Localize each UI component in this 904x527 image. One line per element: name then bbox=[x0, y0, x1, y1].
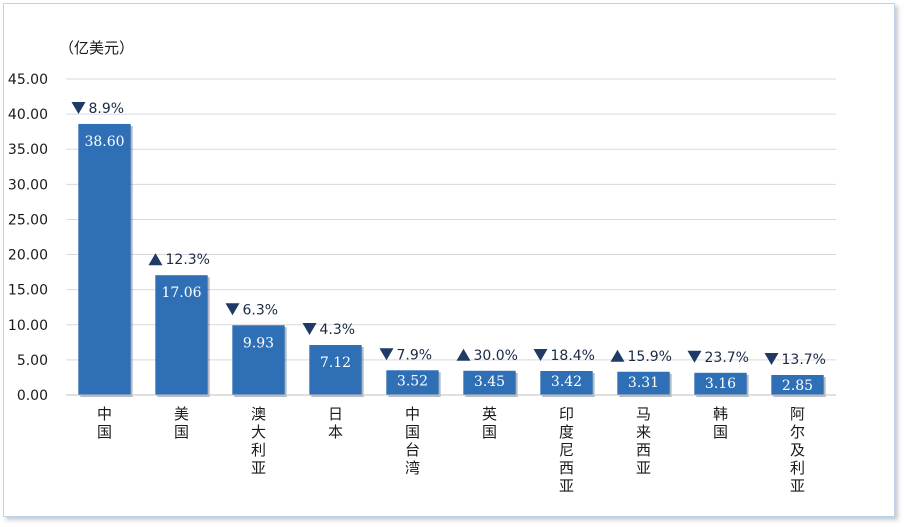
bar bbox=[463, 370, 516, 395]
triangle-down-icon bbox=[379, 348, 394, 361]
change-label: 7.9% bbox=[379, 347, 433, 363]
change-label: 12.3% bbox=[148, 252, 210, 268]
x-category-label: 中国 bbox=[97, 405, 112, 441]
x-category-label: 马来西亚 bbox=[636, 405, 651, 477]
y-tick-label: 45.00 bbox=[8, 72, 48, 88]
x-category-label: 英国 bbox=[482, 405, 497, 441]
change-label: 18.4% bbox=[533, 348, 595, 364]
y-axis-ticks: 0.00 5.00 10.00 15.00 20.00 25.00 30.00 35.00 40… bbox=[8, 72, 48, 404]
bar-value-label: 38.60 bbox=[84, 134, 124, 150]
change-percent: 7.9% bbox=[397, 347, 433, 363]
triangle-up-icon bbox=[148, 253, 163, 266]
bar bbox=[694, 372, 747, 395]
y-tick-label: 0.00 bbox=[17, 388, 48, 404]
change-percent: 15.9% bbox=[628, 349, 672, 365]
triangle-down-icon bbox=[764, 352, 779, 365]
change-label: 4.3% bbox=[302, 322, 356, 338]
triangle-down-icon bbox=[687, 350, 702, 363]
bar-value-label: 3.52 bbox=[397, 373, 428, 389]
y-tick-label: 40.00 bbox=[8, 107, 48, 123]
x-category-label: 阿尔及利亚 bbox=[790, 405, 805, 495]
change-label: 6.3% bbox=[225, 302, 279, 318]
data-labels: 38.60 17.06 9.93 7.12 3.52 3.45 3.42 3.31 3.16 2.… bbox=[84, 134, 813, 394]
y-tick-label: 20.00 bbox=[8, 248, 48, 264]
x-category-label: 日本 bbox=[328, 405, 343, 441]
y-tick-label: 5.00 bbox=[17, 353, 48, 369]
chart-frame: （亿美元） 0.00 5.00 10.00 15.00 20.00 25.00 30.00 3… bbox=[3, 3, 895, 517]
bar bbox=[155, 275, 208, 395]
change-percent: 30.0% bbox=[474, 348, 518, 364]
change-label: 30.0% bbox=[456, 348, 518, 364]
bar-chart: （亿美元） 0.00 5.00 10.00 15.00 20.00 25.00 30.00 3… bbox=[8, 39, 836, 495]
triangle-up-icon bbox=[610, 349, 625, 362]
bar-value-label: 7.12 bbox=[320, 355, 351, 371]
bar bbox=[771, 374, 824, 395]
change-percent: 13.7% bbox=[782, 352, 826, 368]
y-tick-label: 15.00 bbox=[8, 283, 48, 299]
change-percent: 8.9% bbox=[89, 101, 125, 117]
triangle-down-icon bbox=[71, 101, 86, 114]
bar bbox=[617, 371, 670, 395]
triangle-down-icon bbox=[302, 323, 317, 336]
change-percent: 18.4% bbox=[551, 348, 595, 364]
change-label: 15.9% bbox=[610, 349, 672, 365]
bar-value-label: 3.31 bbox=[628, 375, 659, 391]
y-tick-label: 25.00 bbox=[8, 212, 48, 228]
triangle-down-icon bbox=[225, 303, 240, 316]
bar-value-label: 3.42 bbox=[551, 374, 582, 390]
bar-value-label: 17.06 bbox=[161, 285, 201, 301]
change-label: 13.7% bbox=[764, 352, 826, 368]
triangle-down-icon bbox=[533, 348, 548, 361]
change-labels: 8.9% 12.3% 6.3% 4.3% 7.9% 30.0% 18.4% 15.9% 23.7… bbox=[71, 101, 826, 368]
y-tick-label: 35.00 bbox=[8, 142, 48, 158]
y-tick-label: 30.00 bbox=[8, 177, 48, 193]
bar bbox=[78, 123, 131, 395]
x-category-label: 印度尼西亚 bbox=[559, 405, 574, 495]
bar-value-label: 2.85 bbox=[782, 378, 813, 394]
x-category-label: 澳大利亚 bbox=[251, 405, 266, 477]
x-category-label: 中国台湾 bbox=[405, 405, 420, 477]
unit-label: （亿美元） bbox=[59, 39, 134, 57]
change-percent: 12.3% bbox=[166, 252, 210, 268]
bar-value-label: 3.16 bbox=[705, 376, 736, 392]
x-category-label: 韩国 bbox=[713, 405, 728, 441]
y-tick-label: 10.00 bbox=[8, 318, 48, 334]
bar bbox=[540, 370, 593, 395]
change-percent: 6.3% bbox=[243, 302, 279, 318]
bar bbox=[386, 370, 439, 395]
x-axis-categories: 中国 美国 澳大利亚 日本 中国台湾 英国 印度尼西亚 马来西亚 韩国 阿尔及利亚 bbox=[97, 405, 805, 495]
change-percent: 4.3% bbox=[320, 322, 356, 338]
change-label: 23.7% bbox=[687, 350, 749, 366]
bar-value-label: 9.93 bbox=[243, 335, 274, 351]
x-category-label: 美国 bbox=[174, 405, 189, 441]
change-label: 8.9% bbox=[71, 101, 125, 117]
triangle-up-icon bbox=[456, 348, 471, 361]
change-percent: 23.7% bbox=[705, 350, 749, 366]
bar bbox=[309, 345, 362, 395]
bar bbox=[232, 325, 285, 395]
bars bbox=[78, 123, 826, 397]
bar-value-label: 3.45 bbox=[474, 374, 505, 390]
